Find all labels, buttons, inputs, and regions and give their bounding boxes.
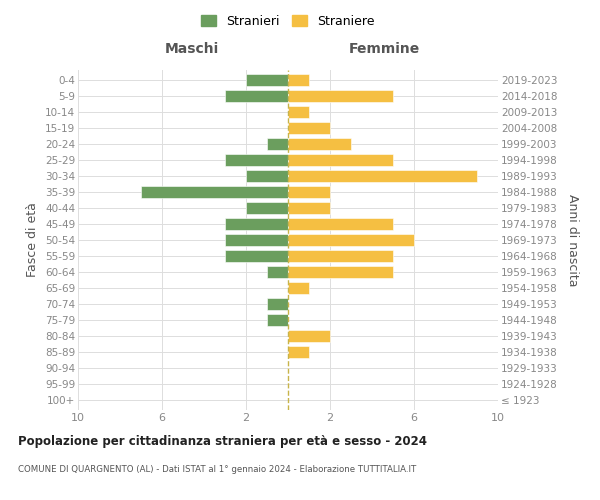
- Text: COMUNE DI QUARGNENTO (AL) - Dati ISTAT al 1° gennaio 2024 - Elaborazione TUTTITA: COMUNE DI QUARGNENTO (AL) - Dati ISTAT a…: [18, 465, 416, 474]
- Text: Popolazione per cittadinanza straniera per età e sesso - 2024: Popolazione per cittadinanza straniera p…: [18, 435, 427, 448]
- Bar: [141, 186, 288, 198]
- Bar: [225, 234, 288, 246]
- Bar: [288, 234, 414, 246]
- Bar: [288, 266, 393, 278]
- Text: Femmine: Femmine: [349, 42, 420, 56]
- Bar: [267, 298, 288, 310]
- Bar: [246, 74, 288, 86]
- Bar: [288, 74, 309, 86]
- Bar: [267, 314, 288, 326]
- Bar: [288, 346, 309, 358]
- Bar: [267, 138, 288, 150]
- Text: Maschi: Maschi: [164, 42, 218, 56]
- Bar: [225, 90, 288, 102]
- Bar: [288, 90, 393, 102]
- Y-axis label: Fasce di età: Fasce di età: [26, 202, 40, 278]
- Bar: [288, 218, 393, 230]
- Bar: [288, 106, 309, 118]
- Bar: [225, 218, 288, 230]
- Bar: [288, 138, 351, 150]
- Y-axis label: Anni di nascita: Anni di nascita: [566, 194, 579, 286]
- Bar: [288, 122, 330, 134]
- Bar: [225, 250, 288, 262]
- Bar: [267, 266, 288, 278]
- Bar: [288, 202, 330, 214]
- Bar: [288, 154, 393, 166]
- Bar: [246, 202, 288, 214]
- Bar: [246, 170, 288, 182]
- Bar: [288, 282, 309, 294]
- Bar: [288, 170, 477, 182]
- Bar: [288, 186, 330, 198]
- Legend: Stranieri, Straniere: Stranieri, Straniere: [197, 11, 379, 32]
- Bar: [288, 250, 393, 262]
- Bar: [288, 330, 330, 342]
- Bar: [225, 154, 288, 166]
